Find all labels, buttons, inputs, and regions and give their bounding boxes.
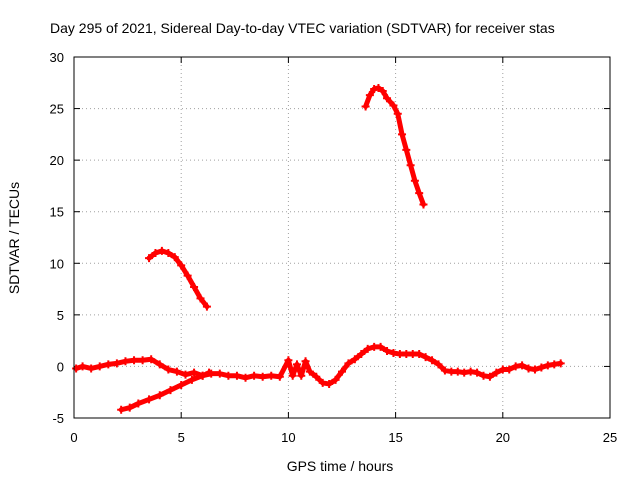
x-axis-label: GPS time / hours [287,458,394,474]
series-segment-1 [145,246,211,311]
data-points [72,83,565,414]
x-tick-label: 10 [281,430,295,445]
y-tick-label: 25 [50,102,64,117]
series-segment-4 [72,342,565,388]
x-tick-label: 5 [178,430,185,445]
x-tick-label: 15 [388,430,402,445]
y-axis-label: SDTVAR / TECUs [6,182,22,294]
y-tick-label: 30 [50,50,64,65]
series-trace [146,248,210,310]
series-trace [363,85,426,207]
grid [74,57,610,418]
x-tick-label: 0 [70,430,77,445]
y-tick-label: 10 [50,256,64,271]
ticks: 0 5 10 15 20 25 -5 0 5 10 15 20 25 30 [50,50,618,445]
plot-frame [73,56,611,419]
y-tick-label: 5 [57,308,64,323]
series-trace [118,370,212,413]
y-tick-label: 15 [50,205,64,220]
series-segment-2 [361,83,428,209]
y-tick-label: -5 [52,411,64,426]
x-tick-label: 25 [603,430,617,445]
series-trace [73,344,564,387]
y-tick-label: 0 [57,359,64,374]
y-tick-label: 20 [50,153,64,168]
chart-title: Day 295 of 2021, Sidereal Day-to-day VTE… [50,20,555,36]
x-tick-label: 20 [496,430,510,445]
